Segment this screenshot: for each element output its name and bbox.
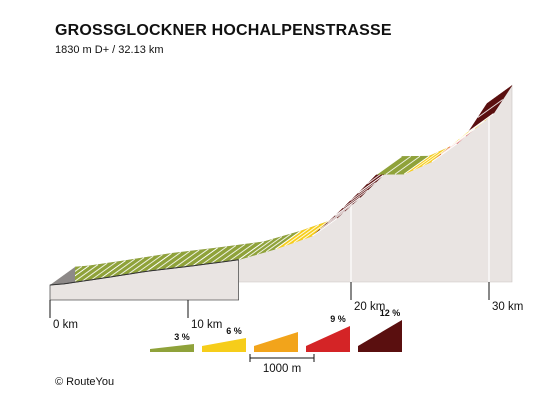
surface-stripe — [247, 238, 274, 258]
surface-stripe — [376, 156, 402, 175]
surface-stripe — [468, 113, 494, 132]
marker-label: 1867 m — [370, 0, 408, 3]
marker-label: 1316 m — [306, 0, 344, 3]
marker-label: 880 m — [47, 0, 79, 3]
surface-stripe — [440, 135, 467, 155]
surface-stripe — [413, 151, 439, 171]
surface-stripe — [91, 261, 117, 281]
surface-stripe — [201, 246, 228, 266]
surface-stripe — [238, 241, 264, 261]
scale-label: 1000 m — [263, 363, 301, 375]
marker-label: 1051 m — [186, 0, 224, 3]
marker-label: 890 m — [60, 0, 92, 3]
chart-title: GROSSGLOCKNER HOCHALPENSTRASSE — [55, 22, 392, 39]
surface-stripe — [210, 245, 237, 264]
distance-axis: 0 km 10 km 20 km 30 km — [49, 282, 523, 331]
surface-stripe — [256, 236, 283, 255]
surface-stripe — [394, 155, 421, 175]
surface-stripe — [146, 252, 172, 272]
surface-stripe — [275, 230, 301, 250]
profile-front-edge — [49, 259, 239, 301]
surface-stripe — [118, 257, 145, 277]
surface-stripe — [284, 227, 310, 247]
legend-swatch — [202, 338, 246, 352]
legend-grade-label: 12 % — [380, 308, 401, 318]
marker-label: 938 m — [97, 0, 129, 3]
surface-stripe — [350, 182, 376, 202]
surface-stripe — [357, 174, 384, 194]
distance-label: 10 km — [191, 319, 222, 331]
surface-stripe — [265, 233, 292, 253]
legend-swatch — [150, 344, 194, 352]
chart-subtitle: 1830 m D+ / 32.13 km — [55, 44, 164, 56]
profile-top-surface — [49, 85, 513, 286]
legend-grade-label: 3 % — [174, 332, 190, 342]
surface-stripe — [302, 221, 329, 240]
surface-stripe — [422, 147, 448, 167]
surface-stripe — [100, 260, 126, 279]
surface-stripe — [109, 258, 136, 278]
legend-swatch — [358, 320, 402, 352]
distance-label: 30 km — [492, 301, 523, 313]
surface-stripe — [431, 143, 458, 163]
legend-grade-label: 6 % — [226, 326, 242, 336]
marker-label: 1002 m — [140, 0, 178, 3]
legend-grade-label: 9 % — [330, 314, 346, 324]
surface-stripe — [137, 254, 163, 274]
marker-label: 2501 m — [480, 0, 518, 3]
marker-label: 2116 m — [444, 0, 482, 3]
surface-stripe — [164, 250, 191, 270]
routeyou-credit: © RouteYou — [55, 376, 115, 388]
surface-stripe — [219, 243, 246, 263]
distance-label: 20 km — [354, 301, 385, 313]
surface-stripe — [127, 255, 154, 275]
marker-label: 1105 m — [232, 0, 270, 3]
surface-stripe — [173, 249, 200, 269]
surface-stripe — [72, 264, 99, 283]
surface-stripe — [385, 155, 412, 175]
surface-stripe — [477, 99, 504, 118]
surface-stripe — [327, 204, 353, 223]
elevation-markers: 880 m890 m 938 m 1002 m 1051 m 1105 m 1316 m 1… — [47, 0, 519, 3]
surface-stripe — [155, 251, 182, 271]
surface-stripe — [342, 189, 369, 209]
surface-stripe — [334, 197, 361, 216]
surface-stripe — [459, 120, 485, 140]
surface-stripe — [293, 224, 320, 244]
surface-stripe — [449, 128, 476, 147]
profile-side-face — [74, 84, 513, 283]
grade-legend: 3 % 6 % 9 % 12 % 1000 m — [150, 308, 402, 375]
distance-label: 0 km — [53, 319, 78, 331]
surface-stripe — [403, 155, 430, 175]
surface-stripe — [183, 248, 209, 268]
surface-stripe — [81, 262, 108, 282]
surface-stripe — [319, 210, 346, 230]
legend-swatch — [254, 332, 298, 352]
legend-swatch — [306, 326, 350, 352]
surface-stripe — [229, 242, 255, 262]
surface-stripe — [311, 217, 338, 237]
front-top-edge — [49, 259, 239, 286]
profile-side-wall — [74, 84, 513, 283]
surface-stripe — [192, 247, 218, 267]
